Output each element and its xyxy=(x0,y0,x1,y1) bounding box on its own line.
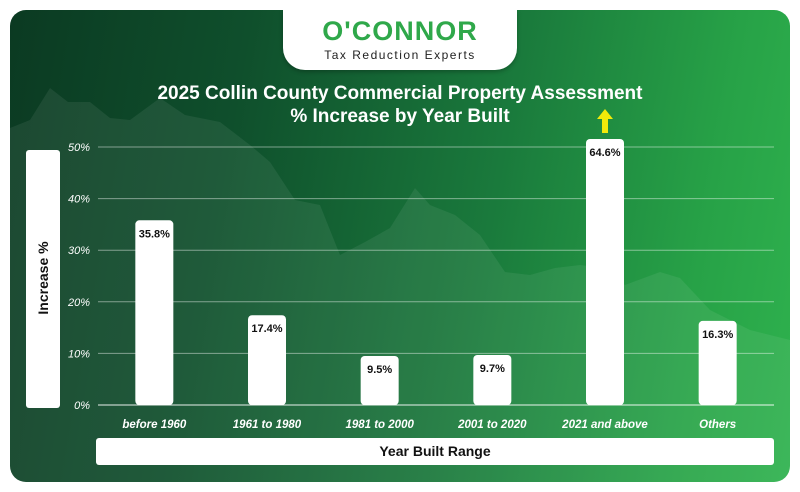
bar-value-label: 35.8% xyxy=(139,228,170,240)
x-axis-label: Year Built Range xyxy=(96,438,774,465)
bar xyxy=(473,354,512,405)
chart-title: 2025 Collin County Commercial Property A… xyxy=(70,82,730,128)
chart-title-line1: 2025 Collin County Commercial Property A… xyxy=(157,83,643,104)
brand-tagline: Tax Reduction Experts xyxy=(324,48,476,62)
bar-value-label: 16.3% xyxy=(702,329,733,341)
bar xyxy=(135,220,174,405)
x-tick-label: 1961 to 1980 xyxy=(233,419,302,431)
chart-title-line2: % Increase by Year Built xyxy=(290,106,510,127)
y-tick-label: 20% xyxy=(67,297,90,309)
brand-logo: O'CONNOR xyxy=(322,16,478,46)
x-tick-label: Others xyxy=(699,419,736,431)
x-tick-label: 1981 to 2000 xyxy=(345,419,414,431)
y-tick-label: 0% xyxy=(74,400,90,412)
bar-value-label: 17.4% xyxy=(251,323,282,335)
bar-value-label: 64.6% xyxy=(589,147,620,159)
y-tick-label: 30% xyxy=(68,245,90,257)
x-tick-label: 2001 to 2020 xyxy=(457,419,527,431)
bar xyxy=(586,139,624,405)
bar-value-label: 9.7% xyxy=(480,363,505,375)
logo-badge: O'CONNOR Tax Reduction Experts xyxy=(283,10,517,70)
y-tick-label: 10% xyxy=(68,348,90,360)
x-tick-label: 2021 and above xyxy=(561,419,648,431)
bar xyxy=(698,320,737,405)
y-axis-label-box: Increase % xyxy=(26,150,60,408)
y-tick-label: 50% xyxy=(68,142,90,154)
bar xyxy=(360,355,399,405)
x-tick-label: before 1960 xyxy=(122,419,187,431)
overflow-arrow-up-icon xyxy=(597,109,613,133)
y-tick-label: 40% xyxy=(68,194,90,206)
bar-chart-plot: 0% 10% 20% 30% 40% 50% 35.8% before 1960 17.4% 19… xyxy=(67,109,774,431)
bar xyxy=(248,315,286,405)
bar-value-label: 9.5% xyxy=(367,364,392,376)
chart-card: O'CONNOR Tax Reduction Experts 2025 Coll… xyxy=(10,10,790,482)
